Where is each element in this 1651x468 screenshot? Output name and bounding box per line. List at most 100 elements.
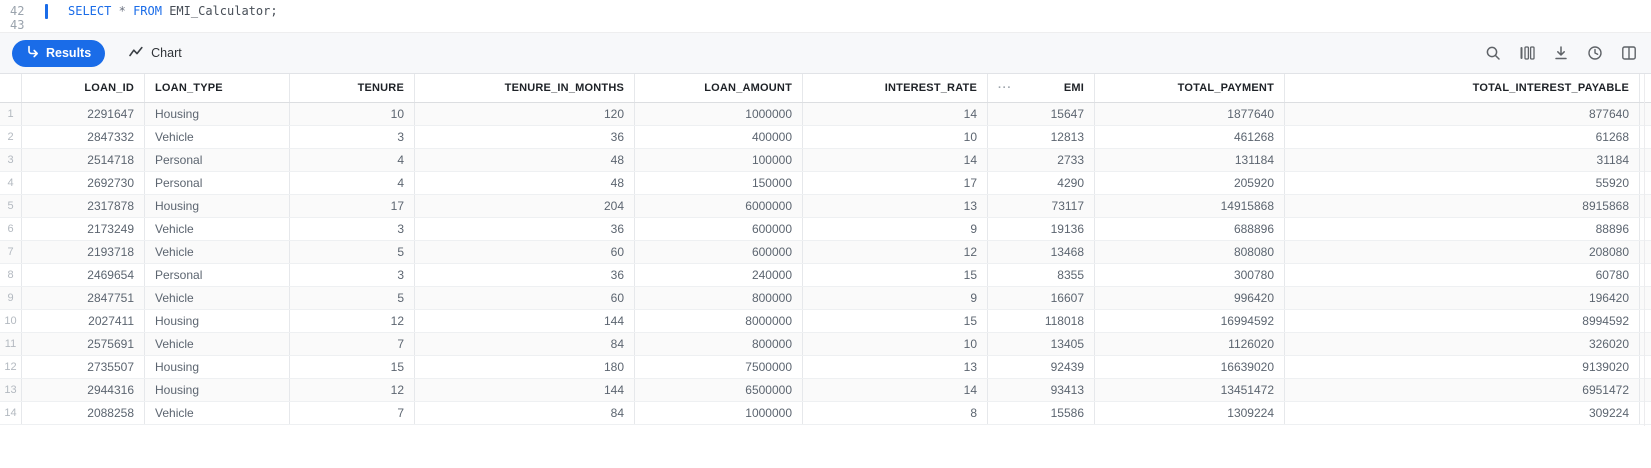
column-header-total_payment[interactable]: TOTAL_PAYMENT — [1095, 74, 1285, 102]
table-cell[interactable]: 13 — [803, 195, 988, 217]
chart-tab[interactable]: Chart — [129, 45, 182, 61]
table-cell[interactable]: 14 — [803, 149, 988, 171]
table-cell[interactable]: 2944316 — [22, 379, 145, 401]
table-cell[interactable]: 7 — [290, 402, 415, 424]
table-cell[interactable]: 3 — [290, 264, 415, 286]
row-number-cell[interactable]: 13 — [0, 379, 22, 401]
table-cell[interactable]: 15 — [803, 264, 988, 286]
table-cell[interactable]: 1000000 — [635, 103, 803, 125]
columns-icon[interactable] — [1519, 45, 1535, 61]
table-cell[interactable]: 2692730 — [22, 172, 145, 194]
column-header-loan_amount[interactable]: LOAN_AMOUNT — [635, 74, 803, 102]
column-header-total_interest_payable[interactable]: TOTAL_INTEREST_PAYABLE — [1285, 74, 1640, 102]
table-cell[interactable]: 204 — [415, 195, 635, 217]
table-cell[interactable]: 14915868 — [1095, 195, 1285, 217]
table-cell[interactable]: 2088258 — [22, 402, 145, 424]
table-cell[interactable]: Personal — [145, 172, 290, 194]
table-cell[interactable]: Housing — [145, 103, 290, 125]
table-cell[interactable]: 48 — [415, 172, 635, 194]
search-icon[interactable] — [1485, 45, 1501, 61]
table-cell[interactable]: 2735507 — [22, 356, 145, 378]
table-cell[interactable]: 461268 — [1095, 126, 1285, 148]
table-cell[interactable]: 16607 — [988, 287, 1095, 309]
table-cell[interactable]: 144 — [415, 379, 635, 401]
table-cell[interactable]: 300780 — [1095, 264, 1285, 286]
table-cell[interactable]: 10 — [803, 126, 988, 148]
table-cell[interactable]: Personal — [145, 264, 290, 286]
table-cell[interactable]: 8 — [803, 402, 988, 424]
row-number-cell[interactable]: 7 — [0, 241, 22, 263]
table-cell[interactable]: 17 — [803, 172, 988, 194]
table-cell[interactable]: 3 — [290, 218, 415, 240]
table-cell[interactable]: 208080 — [1285, 241, 1640, 263]
table-cell[interactable]: 2291647 — [22, 103, 145, 125]
table-cell[interactable]: 309224 — [1285, 402, 1640, 424]
table-cell[interactable]: 60 — [415, 287, 635, 309]
row-number-cell[interactable]: 4 — [0, 172, 22, 194]
table-cell[interactable]: 800000 — [635, 333, 803, 355]
table-cell[interactable]: 61268 — [1285, 126, 1640, 148]
table-cell[interactable]: 17 — [290, 195, 415, 217]
row-number-cell[interactable]: 8 — [0, 264, 22, 286]
table-cell[interactable]: 13468 — [988, 241, 1095, 263]
table-cell[interactable]: 2575691 — [22, 333, 145, 355]
table-cell[interactable]: 15 — [803, 310, 988, 332]
table-cell[interactable]: 16639020 — [1095, 356, 1285, 378]
table-cell[interactable]: 9 — [803, 287, 988, 309]
vertical-scrollbar[interactable] — [1644, 74, 1645, 426]
table-cell[interactable]: 12 — [290, 379, 415, 401]
table-cell[interactable]: 12 — [803, 241, 988, 263]
table-cell[interactable]: Housing — [145, 356, 290, 378]
table-cell[interactable]: 1877640 — [1095, 103, 1285, 125]
table-cell[interactable]: 15586 — [988, 402, 1095, 424]
table-cell[interactable]: 5 — [290, 241, 415, 263]
table-cell[interactable]: 13 — [803, 356, 988, 378]
table-cell[interactable]: 36 — [415, 218, 635, 240]
table-cell[interactable]: 48 — [415, 149, 635, 171]
row-number-cell[interactable]: 9 — [0, 287, 22, 309]
table-cell[interactable]: 4 — [290, 149, 415, 171]
table-cell[interactable]: 9 — [803, 218, 988, 240]
table-cell[interactable]: 7 — [290, 333, 415, 355]
table-cell[interactable]: 15 — [290, 356, 415, 378]
download-icon[interactable] — [1553, 45, 1569, 61]
table-cell[interactable]: 31184 — [1285, 149, 1640, 171]
table-cell[interactable]: 2193718 — [22, 241, 145, 263]
table-cell[interactable]: 688896 — [1095, 218, 1285, 240]
table-cell[interactable]: 120 — [415, 103, 635, 125]
table-cell[interactable]: 2317878 — [22, 195, 145, 217]
table-cell[interactable]: 92439 — [988, 356, 1095, 378]
row-number-cell[interactable]: 6 — [0, 218, 22, 240]
table-cell[interactable]: 8915868 — [1285, 195, 1640, 217]
row-number-cell[interactable]: 2 — [0, 126, 22, 148]
table-cell[interactable]: 800000 — [635, 287, 803, 309]
table-cell[interactable]: 36 — [415, 126, 635, 148]
table-cell[interactable]: 8000000 — [635, 310, 803, 332]
table-cell[interactable]: 73117 — [988, 195, 1095, 217]
table-cell[interactable]: 60 — [415, 241, 635, 263]
results-tab-button[interactable]: Results — [12, 39, 106, 67]
table-cell[interactable]: 100000 — [635, 149, 803, 171]
table-cell[interactable]: 600000 — [635, 218, 803, 240]
table-cell[interactable]: Personal — [145, 149, 290, 171]
column-header-emi[interactable]: ··· EMI — [988, 74, 1095, 102]
table-cell[interactable]: 2173249 — [22, 218, 145, 240]
table-cell[interactable]: 15647 — [988, 103, 1095, 125]
table-cell[interactable]: 84 — [415, 402, 635, 424]
split-panel-icon[interactable] — [1621, 45, 1637, 61]
table-cell[interactable]: 131184 — [1095, 149, 1285, 171]
table-cell[interactable]: 6951472 — [1285, 379, 1640, 401]
table-cell[interactable]: 6000000 — [635, 195, 803, 217]
table-cell[interactable]: 4 — [290, 172, 415, 194]
row-number-cell[interactable]: 11 — [0, 333, 22, 355]
table-cell[interactable]: 93413 — [988, 379, 1095, 401]
table-cell[interactable]: Vehicle — [145, 333, 290, 355]
table-cell[interactable]: 2733 — [988, 149, 1095, 171]
table-cell[interactable]: 8355 — [988, 264, 1095, 286]
table-cell[interactable]: Housing — [145, 310, 290, 332]
sql-statement[interactable]: SELECT * FROM EMI_Calculator; — [68, 4, 278, 18]
row-number-cell[interactable]: 3 — [0, 149, 22, 171]
table-cell[interactable]: 326020 — [1285, 333, 1640, 355]
table-cell[interactable]: 144 — [415, 310, 635, 332]
table-cell[interactable]: 88896 — [1285, 218, 1640, 240]
